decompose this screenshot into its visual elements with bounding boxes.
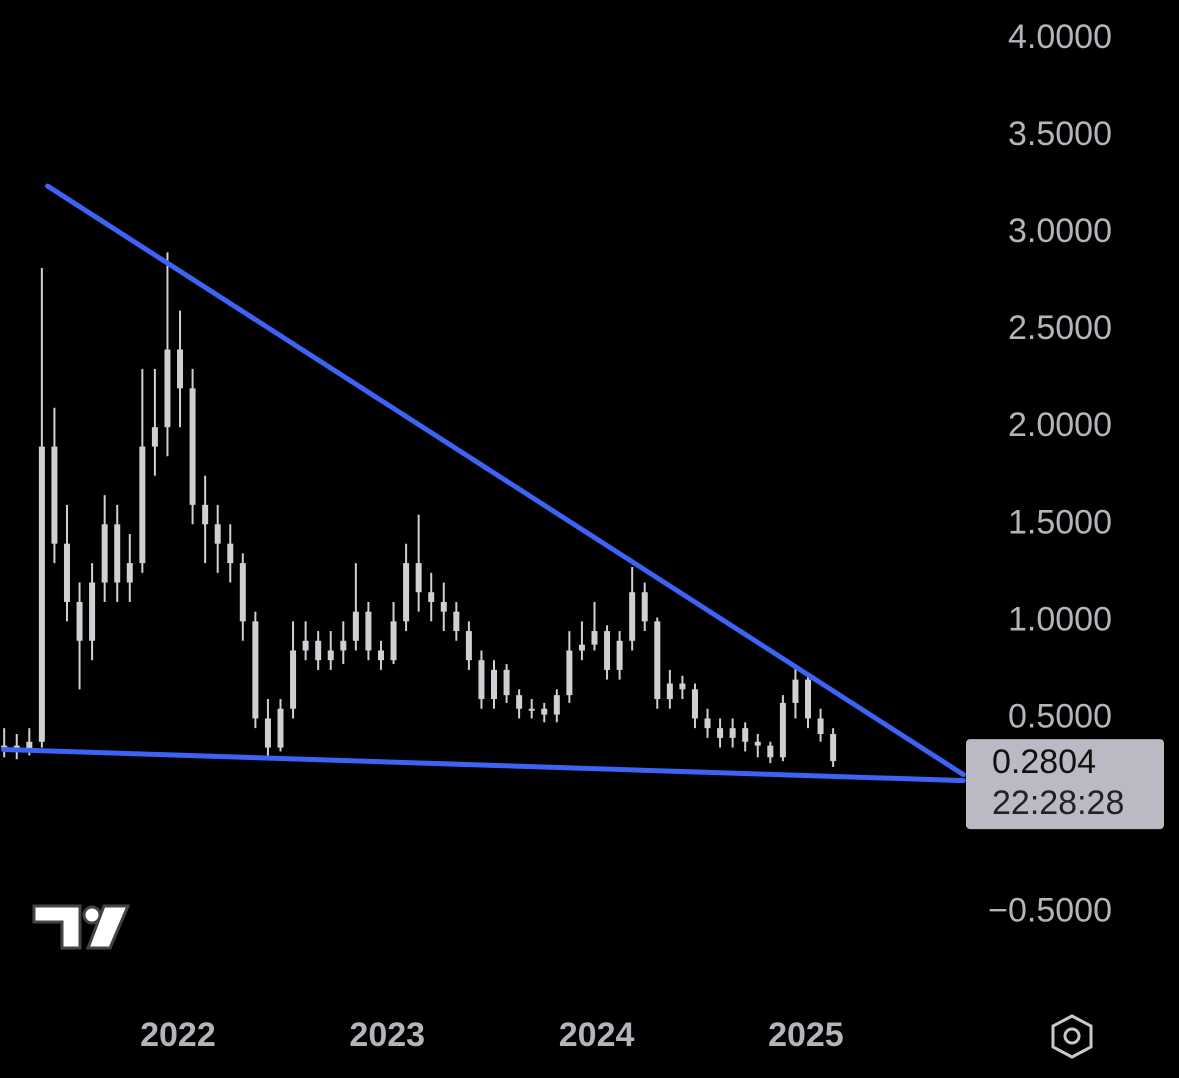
candle-body bbox=[830, 733, 837, 762]
candle-body bbox=[805, 679, 812, 719]
candle-body bbox=[578, 644, 585, 651]
candle-body bbox=[516, 695, 523, 709]
candle-body bbox=[76, 601, 83, 641]
candle-body bbox=[403, 563, 410, 622]
candle-body bbox=[315, 640, 322, 661]
candle-body bbox=[252, 621, 259, 719]
trend-line bbox=[45, 183, 966, 778]
candle-body bbox=[528, 708, 535, 711]
candle-body bbox=[566, 650, 573, 696]
candle-body bbox=[553, 695, 560, 715]
candle-body bbox=[340, 640, 347, 651]
candle-body bbox=[679, 683, 686, 690]
trend-line bbox=[1, 747, 966, 784]
candle-body bbox=[239, 563, 246, 622]
candle-body bbox=[503, 669, 510, 696]
price-label-box bbox=[966, 739, 1164, 830]
candle-body bbox=[541, 708, 548, 715]
candle-body bbox=[214, 524, 221, 544]
candle-body bbox=[453, 611, 460, 632]
candle-body bbox=[691, 689, 698, 719]
candle-body bbox=[428, 592, 435, 602]
candle-body bbox=[101, 524, 108, 583]
candle-body bbox=[277, 708, 284, 748]
candle-body bbox=[729, 728, 736, 738]
candle-body bbox=[151, 427, 158, 447]
y-tick-label: 2.0000 bbox=[1008, 406, 1112, 444]
candle-body bbox=[779, 702, 786, 758]
candle-body bbox=[377, 650, 384, 661]
x-tick-label: 2022 bbox=[140, 1016, 216, 1054]
x-tick-label: 2024 bbox=[559, 1016, 635, 1054]
candle-body bbox=[629, 592, 636, 641]
candle-body bbox=[792, 679, 799, 703]
candle-body bbox=[440, 601, 447, 612]
y-tick-label: 3.5000 bbox=[1008, 115, 1112, 153]
candle-body bbox=[465, 631, 472, 661]
y-tick-label: 2.5000 bbox=[1008, 309, 1112, 347]
candle-body bbox=[704, 718, 711, 729]
candle-body bbox=[717, 728, 724, 738]
candle-body bbox=[202, 504, 209, 525]
candle-body bbox=[38, 446, 45, 742]
candle-body bbox=[491, 669, 498, 700]
candle-body bbox=[742, 728, 749, 742]
y-tick-label: 1.5000 bbox=[1008, 503, 1112, 541]
candle-body bbox=[767, 745, 774, 758]
candle-body bbox=[817, 718, 824, 734]
countdown: 22:28:28 bbox=[992, 784, 1124, 822]
x-tick-label: 2023 bbox=[349, 1016, 425, 1054]
candle-body bbox=[641, 592, 648, 622]
candle-body bbox=[177, 349, 184, 389]
candle-body bbox=[616, 640, 623, 670]
candle-body bbox=[654, 621, 661, 700]
candle-body bbox=[189, 388, 196, 505]
candle-body bbox=[327, 650, 334, 661]
candle-body bbox=[365, 611, 372, 651]
candle-body bbox=[139, 446, 146, 564]
candle-body bbox=[390, 621, 397, 661]
candle-body bbox=[164, 349, 171, 428]
last-price: 0.2804 bbox=[992, 743, 1096, 781]
y-tick-label: 1.0000 bbox=[1008, 600, 1112, 638]
candle-body bbox=[666, 683, 673, 700]
candle-body bbox=[89, 582, 96, 641]
candle-body bbox=[604, 631, 611, 670]
candle-body bbox=[264, 718, 271, 748]
y-tick-label: −0.5000 bbox=[988, 892, 1112, 930]
y-tick-label: 0.5000 bbox=[1008, 697, 1112, 735]
settings-icon[interactable] bbox=[1051, 1014, 1093, 1059]
candles bbox=[1, 252, 837, 767]
candle-body bbox=[227, 543, 234, 564]
candle-body bbox=[1, 745, 8, 748]
candle-body bbox=[63, 543, 70, 602]
candle-body bbox=[415, 563, 422, 593]
candle-body bbox=[478, 660, 485, 700]
x-tick-label: 2025 bbox=[768, 1016, 844, 1054]
candle-body bbox=[51, 446, 58, 544]
candle-body bbox=[126, 563, 133, 583]
candle-body bbox=[352, 611, 359, 641]
candle-body bbox=[26, 741, 33, 750]
y-tick-label: 3.0000 bbox=[1008, 212, 1112, 250]
candle-body bbox=[591, 631, 598, 645]
candle-body bbox=[290, 650, 297, 709]
candle-body bbox=[754, 741, 761, 746]
candle-body bbox=[114, 524, 121, 583]
candle-body bbox=[302, 640, 309, 651]
tradingview-logo bbox=[32, 904, 131, 950]
y-tick-label: 4.0000 bbox=[1008, 18, 1112, 56]
